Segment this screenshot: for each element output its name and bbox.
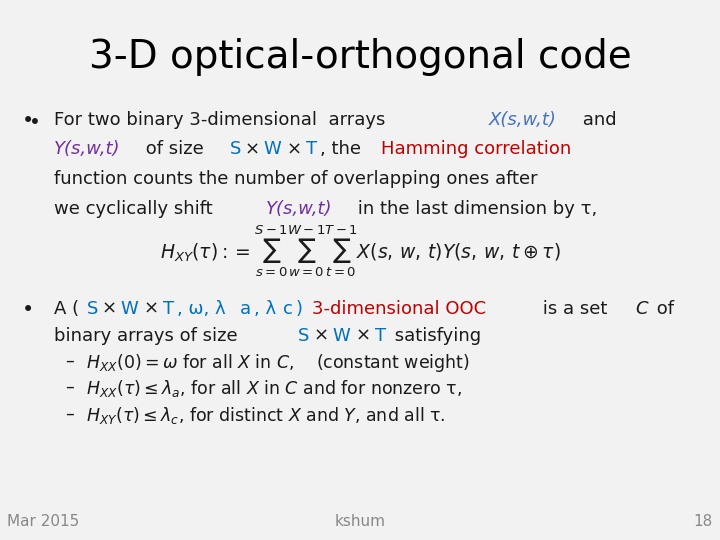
- Text: Y(s,w,t): Y(s,w,t): [54, 140, 120, 158]
- Text: Mar 2015: Mar 2015: [7, 514, 79, 529]
- Text: in the last dimension by τ,: in the last dimension by τ,: [352, 200, 597, 218]
- Text: of size: of size: [140, 140, 210, 158]
- Text: $H_{XY}(\tau) \leq \lambda_c$, for distinct $X$ and $Y$, and all τ.: $H_{XY}(\tau) \leq \lambda_c$, for disti…: [86, 405, 446, 426]
- Text: Y(s,w,t): Y(s,w,t): [266, 200, 333, 218]
- Text: –: –: [65, 405, 73, 423]
- Text: c: c: [283, 300, 293, 318]
- Text: A (: A (: [54, 300, 79, 318]
- Text: ×: ×: [313, 327, 328, 345]
- Text: $H_{XY}(\tau) := \sum_{s=0}^{S-1} \sum_{w=0}^{W-1} \sum_{t=0}^{T-1} X(s,\, w,\, : $H_{XY}(\tau) := \sum_{s=0}^{S-1} \sum_{…: [160, 223, 560, 279]
- Text: we cyclically shift: we cyclically shift: [54, 200, 218, 218]
- Text: 3-dimensional OOC: 3-dimensional OOC: [312, 300, 486, 318]
- Text: 18: 18: [693, 514, 713, 529]
- Text: ×: ×: [143, 300, 158, 318]
- Text: of: of: [652, 300, 675, 318]
- Text: T: T: [375, 327, 386, 345]
- Text: $H_{XX}(\tau) \leq \lambda_a$, for all $X$ in $C$ and for nonzero τ,: $H_{XX}(\tau) \leq \lambda_a$, for all $…: [86, 378, 462, 399]
- Text: , λ: , λ: [254, 300, 276, 318]
- Text: ×: ×: [287, 140, 302, 158]
- Text: and: and: [577, 111, 616, 129]
- Text: X(s,w,t): X(s,w,t): [489, 111, 557, 129]
- Text: Hamming correlation: Hamming correlation: [381, 140, 571, 158]
- Text: S: S: [230, 140, 241, 158]
- Text: •: •: [22, 300, 34, 320]
- Text: is a set: is a set: [537, 300, 613, 318]
- Text: satisfying: satisfying: [390, 327, 482, 345]
- Text: –: –: [65, 352, 73, 370]
- Text: S: S: [86, 300, 98, 318]
- Text: a: a: [240, 300, 251, 318]
- Text: ×: ×: [101, 300, 116, 318]
- Text: S: S: [298, 327, 310, 345]
- Text: C: C: [635, 300, 648, 318]
- Text: $H_{XX}(0) = \omega$ for all $X$ in $C$,    (constant weight): $H_{XX}(0) = \omega$ for all $X$ in $C$,…: [86, 352, 470, 374]
- Text: ): ): [296, 300, 309, 318]
- Text: ×: ×: [356, 327, 371, 345]
- Text: For two binary 3-dimensional  arrays: For two binary 3-dimensional arrays: [54, 111, 391, 129]
- Text: ×: ×: [244, 140, 259, 158]
- Text: kshum: kshum: [335, 514, 385, 529]
- Text: •: •: [29, 113, 40, 132]
- Text: W: W: [264, 140, 282, 158]
- Text: binary arrays of size: binary arrays of size: [54, 327, 243, 345]
- Text: W: W: [333, 327, 351, 345]
- Text: –: –: [65, 378, 73, 396]
- Text: , ω, λ: , ω, λ: [177, 300, 226, 318]
- Text: T: T: [306, 140, 318, 158]
- Text: 3-D optical-orthogonal code: 3-D optical-orthogonal code: [89, 38, 631, 76]
- Text: , the: , the: [320, 140, 367, 158]
- Text: function counts the number of overlapping ones after: function counts the number of overlappin…: [54, 170, 538, 188]
- Text: •: •: [22, 111, 34, 131]
- Text: T: T: [163, 300, 174, 318]
- Text: W: W: [121, 300, 138, 318]
